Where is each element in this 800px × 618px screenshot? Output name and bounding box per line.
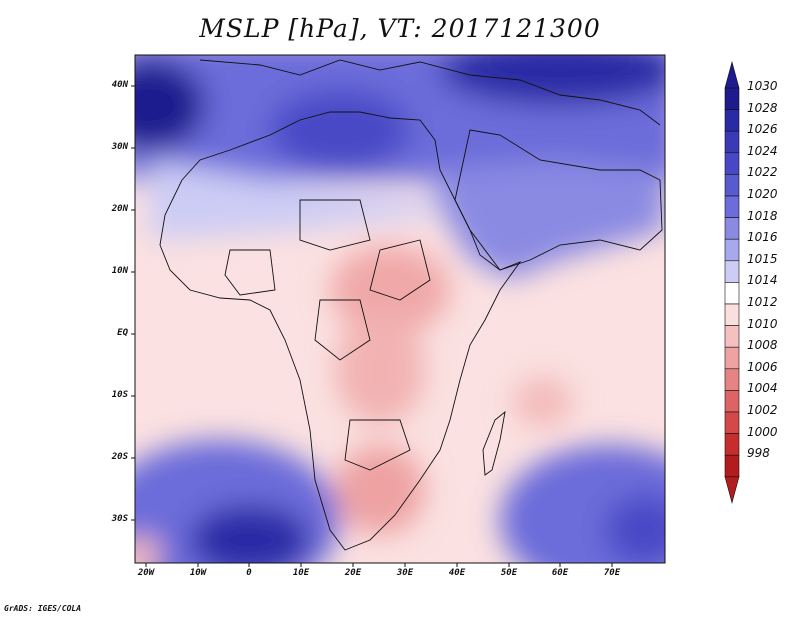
field-south-atlantic-core	[190, 505, 310, 563]
y-tick-label: 30S	[111, 514, 128, 524]
colorbar-level-label: 1026	[747, 122, 778, 137]
y-tick-label: 10S	[111, 390, 128, 400]
colorbar-level-label: 1030	[747, 79, 778, 93]
x-tick-label: 20W	[137, 568, 155, 578]
colorbar-level-label: 1002	[747, 403, 778, 417]
field-libya-high	[270, 90, 410, 170]
colorbar-segment	[724, 411, 740, 434]
colorbar-segment	[724, 130, 740, 154]
colorbar	[724, 60, 740, 504]
y-tick-label: 10N	[111, 266, 128, 276]
colorbar-segment	[724, 109, 740, 132]
y-tick-label: 20S	[111, 452, 128, 462]
field-indian-low	[513, 377, 573, 427]
pressure-field	[135, 55, 665, 563]
colorbar-level-label: 1024	[747, 143, 778, 158]
y-tick-label: 40N	[111, 80, 128, 90]
europe-coast	[199, 59, 661, 126]
arabia-outline	[454, 129, 663, 271]
colorbar-level-label: 1015	[747, 251, 778, 266]
field-southafrica-low	[335, 445, 425, 535]
figure-title: MSLP [hPa], VT: 2017121300	[199, 14, 601, 43]
field-horn-low	[330, 245, 450, 335]
field-arabia	[430, 160, 665, 280]
colorbar-segment	[724, 238, 740, 262]
colorbar-level-label: 1018	[747, 208, 778, 223]
colorbar-level-label: 1010	[747, 316, 778, 331]
colorbar-level-label: 1028	[747, 100, 778, 115]
colorbar-segment	[724, 260, 740, 283]
colorbar-segment	[724, 195, 740, 218]
x-tick-label: 50E	[500, 568, 518, 578]
colorbar-segment	[724, 346, 740, 370]
colorbar-segment	[724, 454, 740, 478]
colorbar-bottom-arrow	[724, 476, 740, 504]
africa-outline	[159, 111, 522, 551]
y-tick-label: 30N	[111, 142, 128, 152]
x-tick-label: 10E	[292, 568, 310, 578]
y-tick-label: 20N	[111, 204, 128, 214]
colorbar-segment	[724, 174, 740, 197]
madagascar-outline	[482, 410, 506, 476]
colorbar-level-label: 998	[747, 446, 770, 461]
x-tick-label: 40E	[448, 568, 466, 578]
x-tick-label: 0	[246, 568, 252, 578]
x-tick-label: 70E	[603, 568, 621, 578]
colorbar-level-label: 1004	[747, 381, 778, 396]
field-atlantic-high	[135, 60, 205, 150]
x-tick-label: 10W	[189, 568, 207, 578]
colorbar-top-arrow	[724, 60, 740, 89]
field-sw-corner-low	[135, 535, 160, 563]
colorbar-level-label: 1006	[747, 359, 778, 374]
x-tick-label: 20E	[344, 568, 362, 578]
colorbar-segment	[724, 152, 740, 175]
colorbar-segment	[724, 368, 740, 391]
field-sahara-band	[150, 160, 440, 240]
colorbar-level-label: 1020	[747, 187, 778, 201]
x-tick-label: 30E	[396, 568, 414, 578]
field-congo-low	[335, 315, 425, 425]
colorbar-segment	[724, 325, 740, 348]
y-tick-label: EQ	[117, 328, 128, 338]
plot-frame	[134, 54, 666, 564]
colorbar-level-label: 1000	[747, 424, 778, 439]
colorbar-level-label: 1008	[747, 338, 778, 353]
axis-ticks	[131, 85, 613, 567]
field-asia-high	[440, 55, 665, 105]
colorbar-segment	[724, 282, 740, 305]
colorbar-segment	[724, 217, 740, 240]
colorbar-level-label: 1016	[747, 230, 778, 245]
colorbar-level-label: 1012	[747, 295, 778, 309]
coastlines	[159, 59, 663, 551]
x-tick-label: 60E	[551, 568, 569, 578]
colorbar-level-label: 1014	[747, 273, 778, 288]
colorbar-segment	[724, 303, 740, 326]
colorbar-segment	[724, 390, 740, 413]
field-indian-high-core	[605, 495, 665, 563]
credit-text: GrADS: IGES/COLA	[4, 604, 82, 613]
colorbar-level-label: 1022	[747, 165, 778, 180]
colorbar-segment	[724, 433, 740, 456]
colorbar-segment	[724, 87, 740, 110]
country-borders	[224, 199, 431, 471]
